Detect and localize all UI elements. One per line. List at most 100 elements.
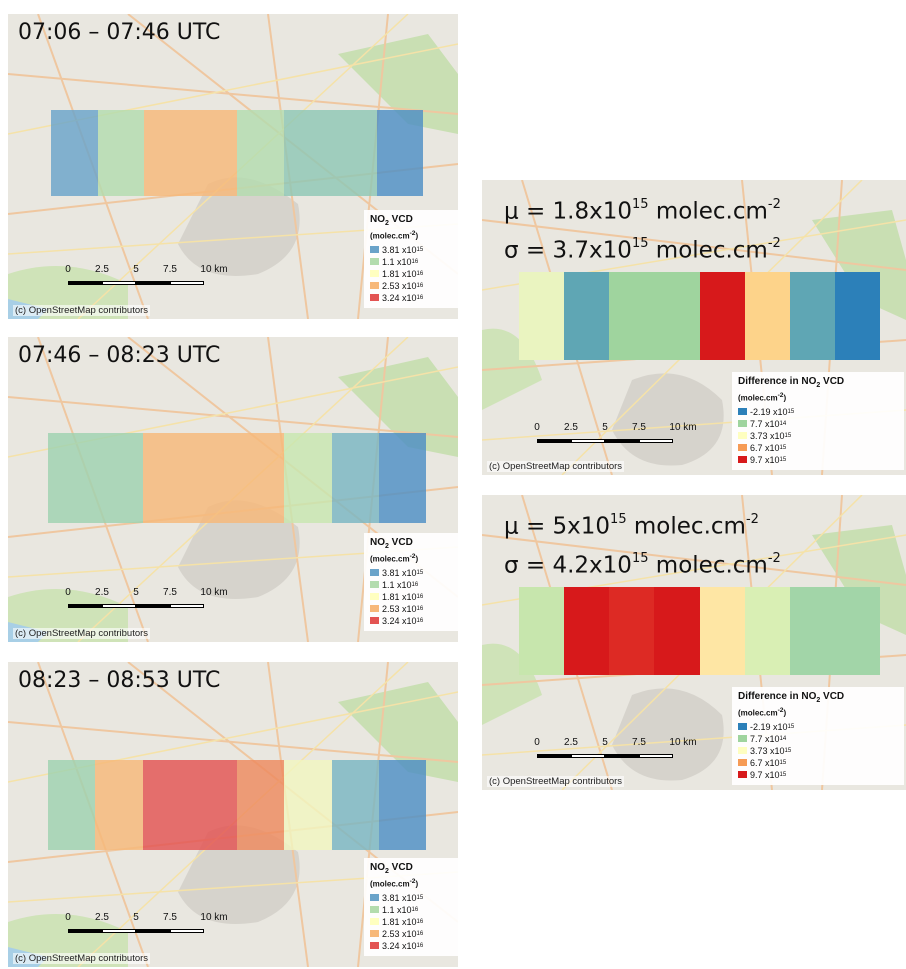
legend-swatch — [370, 942, 379, 950]
scale-label: 5 — [602, 422, 608, 433]
legend-swatch — [370, 894, 379, 902]
strip-cell — [237, 110, 284, 196]
no2-vcd-strip — [48, 760, 426, 850]
legend-entry: 1.81 x10 16 — [370, 916, 458, 928]
legend-swatch — [370, 593, 379, 601]
strip-cell — [834, 587, 880, 675]
legend-unit: (molec.cm-2) — [370, 553, 419, 564]
legend-entry: 1.81 x10 16 — [370, 268, 458, 280]
strip-cell — [699, 587, 745, 675]
scale-label: 0 — [534, 737, 540, 748]
scale-label: 0 — [534, 422, 540, 433]
scale-segment — [68, 929, 102, 933]
legend-swatch — [738, 420, 747, 428]
scale-label: 10 km — [669, 422, 697, 433]
strip-cell — [51, 110, 98, 196]
no2-vcd-legend: NO2 VCD (molec.cm-2) 3.81 x10 15 1.1 x10 16 1.… — [364, 533, 458, 631]
strip-cell — [609, 272, 655, 360]
mean-value: μ = 1.8x1015 molec.cm-2 — [504, 197, 781, 225]
legend-entry: 1.1 x10 16 — [370, 904, 458, 916]
osm-credit: (c) OpenStreetMap contributors — [487, 776, 625, 787]
scale-segment — [68, 604, 102, 608]
legend-swatch — [738, 723, 747, 731]
scale-segment — [605, 754, 639, 758]
scale-label: 7.5 — [632, 422, 646, 433]
strip-cell — [654, 272, 700, 360]
scale-segment — [136, 604, 170, 608]
scale-segment — [136, 281, 170, 285]
no2-vcd-legend: NO2 VCD (molec.cm-2) 3.81 x10 15 1.1 x10 16 1.… — [364, 858, 458, 956]
scale-label: 2.5 — [95, 264, 109, 275]
legend-swatch — [370, 270, 379, 278]
scale-label: 2.5 — [95, 912, 109, 923]
no2-vcd-strip — [51, 110, 423, 196]
legend-entry: 6.7 x10 15 — [738, 442, 898, 454]
scale-segment — [537, 754, 571, 758]
osm-credit: (c) OpenStreetMap contributors — [487, 461, 625, 472]
scale-label: 7.5 — [163, 912, 177, 923]
strip-cell — [284, 760, 332, 850]
strip-cell — [519, 587, 565, 675]
strip-cell — [48, 760, 96, 850]
scale-segment — [571, 439, 605, 443]
legend-swatch — [738, 444, 747, 452]
strip-cell — [144, 110, 191, 196]
scale-segment — [537, 439, 571, 443]
scale-segment — [170, 604, 204, 608]
map-panel-1: 07:06 – 07:46 UTC NO2 VCD (molec.cm-2) 3.8… — [8, 14, 458, 319]
osm-credit: (c) OpenStreetMap contributors — [13, 628, 151, 639]
legend-entry: 3.73 x10 15 — [738, 430, 898, 442]
mean-value: μ = 5x1015 molec.cm-2 — [504, 512, 759, 540]
legend-swatch — [370, 246, 379, 254]
legend-swatch — [370, 906, 379, 914]
legend-swatch — [370, 918, 379, 926]
std-dev-value: σ = 4.2x1015 molec.cm-2 — [504, 550, 781, 579]
strip-cell — [142, 433, 190, 523]
scale-label: 5 — [133, 912, 139, 923]
difference-statistics: μ = 5x1015 molec.cm-2 σ = 4.2x1015 molec… — [504, 505, 781, 582]
difference-panel-2: μ = 5x1015 molec.cm-2 σ = 4.2x1015 molec… — [482, 495, 906, 790]
scale-label: 0 — [65, 912, 71, 923]
legend-swatch — [370, 282, 379, 290]
scale-label: 2.5 — [564, 422, 578, 433]
difference-statistics: μ = 1.8x1015 molec.cm-2 σ = 3.7x1015 mol… — [504, 190, 781, 267]
strip-cell — [376, 110, 423, 196]
scale-label: 10 km — [669, 737, 697, 748]
scale-segment — [170, 281, 204, 285]
strip-cell — [284, 433, 332, 523]
strip-cell — [95, 433, 143, 523]
scale-label: 5 — [133, 264, 139, 275]
legend-unit: (molec.cm-2) — [738, 392, 787, 403]
strip-cell — [564, 587, 610, 675]
legend-unit: (molec.cm-2) — [370, 230, 419, 241]
legend-swatch — [738, 747, 747, 755]
legend-title: NO2 VCD — [370, 537, 413, 550]
scale-bar: 0 2.5 5 7.5 10 km — [534, 737, 697, 765]
legend-entry: 9.7 x10 15 — [738, 454, 898, 466]
strip-cell — [699, 272, 745, 360]
strip-cell — [519, 272, 565, 360]
scale-bar: 0 2.5 5 7.5 10 km — [65, 264, 228, 292]
legend-title: Difference in NO2 VCD — [738, 691, 845, 704]
legend-entry: 1.81 x10 16 — [370, 591, 458, 603]
difference-strip — [519, 272, 880, 360]
scale-segment — [571, 754, 605, 758]
scale-bar: 0 2.5 5 7.5 10 km — [65, 912, 228, 940]
strip-cell — [331, 433, 379, 523]
strip-cell — [237, 433, 285, 523]
strip-cell — [609, 587, 655, 675]
osm-credit: (c) OpenStreetMap contributors — [13, 953, 151, 964]
legend-entry: 3.24 x10 16 — [370, 292, 458, 304]
scale-segment — [170, 929, 204, 933]
legend-swatch — [370, 581, 379, 589]
scale-label: 5 — [602, 737, 608, 748]
legend-entry: 2.53 x10 16 — [370, 280, 458, 292]
legend-entry: 2.53 x10 16 — [370, 928, 458, 940]
legend-swatch — [738, 432, 747, 440]
legend-swatch — [370, 569, 379, 577]
strip-cell — [789, 587, 835, 675]
strip-cell — [378, 760, 426, 850]
legend-swatch — [370, 294, 379, 302]
strip-cell — [237, 760, 285, 850]
scale-label: 10 km — [200, 912, 228, 923]
